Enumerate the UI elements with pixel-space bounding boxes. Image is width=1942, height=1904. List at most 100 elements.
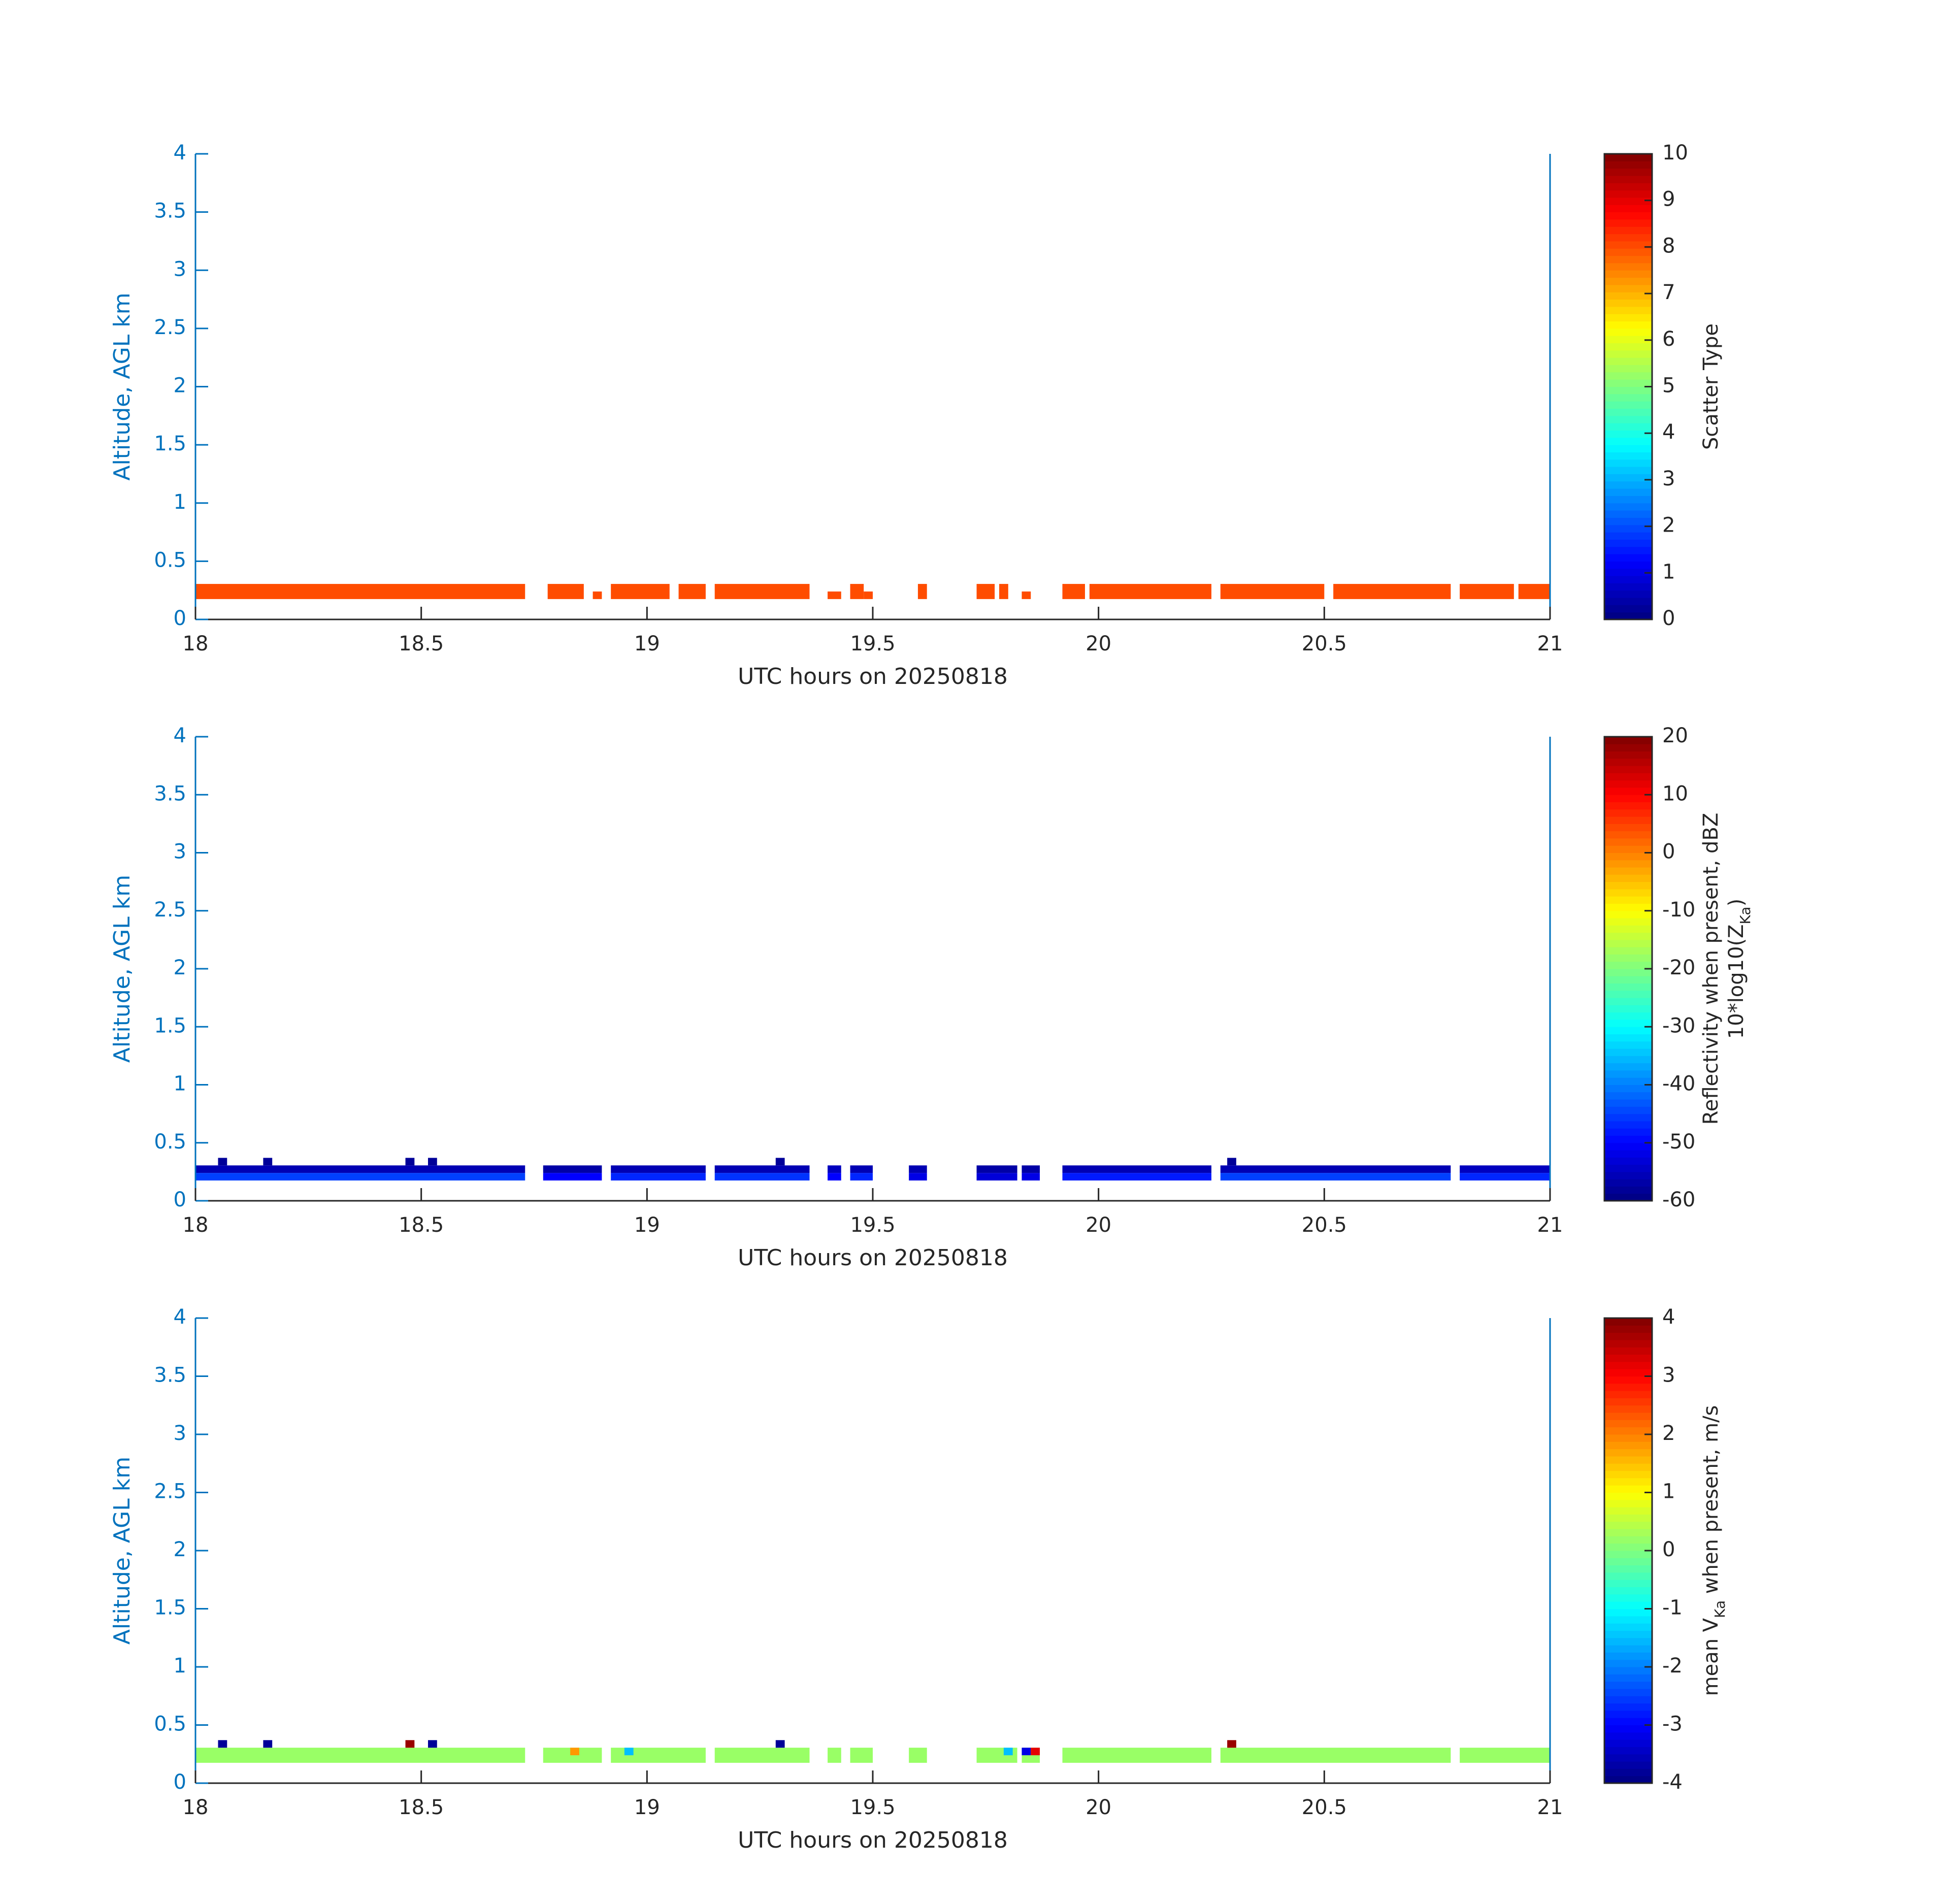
colorbar-swatch [1604,1383,1652,1391]
colorbar-swatch [1604,1354,1652,1362]
colorbar-swatch [1604,154,1652,161]
colorbar-swatch [1604,430,1652,438]
heatmap-cell [1003,1748,1013,1756]
colorbar-swatch [1604,795,1652,803]
heatmap-cell [1460,1748,1550,1763]
heatmap-cell [1062,584,1085,599]
colorbar-swatch [1604,423,1652,431]
heatmap-cell [195,1748,525,1763]
colorbar-swatch [1604,284,1652,292]
colorbar-swatch [1604,1113,1652,1122]
colorbar-swatch [1604,1470,1652,1479]
colorbar-swatch [1604,168,1652,176]
heatmap-cell [850,1173,873,1181]
colorbar-tick-label: 0 [1662,607,1675,630]
y-axis-label: Altitude, AGL km [109,1457,135,1645]
x-tick-label: 20.5 [1302,632,1347,655]
colorbar-swatch [1604,824,1652,832]
y-tick-label: 1.5 [154,1014,186,1037]
colorbar-swatch [1604,605,1652,613]
colorbar-swatch [1604,1754,1652,1762]
colorbar-swatch [1604,452,1652,460]
colorbar-tick-label: 5 [1662,374,1675,398]
colorbar-swatch [1604,1529,1652,1536]
colorbar-swatch [1604,1768,1652,1777]
colorbar-swatch [1604,1056,1652,1064]
colorbar-swatch [1604,1332,1652,1340]
colorbar-swatch [1604,488,1652,496]
heatmap-cell [1062,1748,1211,1763]
heatmap-cell [405,1158,415,1166]
colorbar-swatch [1604,205,1652,213]
colorbar-tick-label: 9 [1662,188,1675,211]
colorbar-swatch [1604,1171,1652,1179]
colorbar-swatch [1604,292,1652,300]
heatmap-cell [218,1740,227,1748]
x-tick-label: 18.5 [399,1213,444,1237]
colorbar-swatch [1604,1048,1652,1056]
colorbar-swatch [1604,1186,1652,1194]
heatmap-cell [976,1165,1017,1173]
colorbar-swatch [1604,969,1652,976]
colorbar-swatch [1604,947,1652,955]
colorbar-swatch [1604,852,1652,861]
heatmap-cell [976,1173,1017,1181]
colorbar-swatch [1604,554,1652,562]
colorbar-swatch [1604,583,1652,591]
colorbar-swatch [1604,1587,1652,1595]
colorbar-swatch [1604,1478,1652,1486]
heatmap-cell [593,591,602,599]
heatmap-cell [909,1165,927,1173]
colorbar-swatch [1604,1339,1652,1348]
colorbar-tick-label: 4 [1662,420,1675,444]
colorbar-swatch [1604,219,1652,227]
y-tick-label: 2 [174,1538,186,1561]
x-tick-label: 18 [183,1796,209,1819]
colorbar-swatch [1604,306,1652,314]
colorbar-swatch [1604,1005,1652,1013]
colorbar-swatch [1604,343,1652,351]
colorbar-swatch [1604,1725,1652,1733]
colorbar-tick-label: 20 [1662,724,1688,747]
colorbar-swatch [1604,1376,1652,1384]
x-axis-label: UTC hours on 20250818 [738,1245,1008,1271]
colorbar-tick-label: 6 [1662,327,1675,351]
colorbar-swatch [1604,889,1652,897]
heatmap-cell [1220,1173,1451,1181]
colorbar-label: mean VKa when present, m/s [1699,1405,1728,1696]
y-tick-label: 3 [174,840,186,864]
heatmap-cell [543,1165,602,1173]
colorbar-tick-label: 10 [1662,141,1688,165]
colorbar-swatch [1604,896,1652,904]
colorbar-tick-label: 2 [1662,1422,1675,1445]
y-tick-label: 0 [174,1770,186,1794]
colorbar-label-part: Ka [1737,906,1754,924]
colorbar-swatch [1604,1688,1652,1696]
colorbar-swatch [1604,190,1652,198]
colorbar-swatch [1604,459,1652,467]
heatmap-cell [547,584,584,599]
colorbar-swatch [1604,1659,1652,1667]
colorbar-swatch [1604,314,1652,322]
colorbar-swatch [1604,1645,1652,1653]
heatmap-cell [1220,584,1325,599]
colorbar-swatch [1604,954,1652,962]
colorbar-swatch [1604,838,1652,846]
colorbar-swatch [1604,234,1652,242]
heatmap-cell [828,591,841,599]
heatmap-cell [864,591,873,599]
colorbar-swatch [1604,1099,1652,1107]
colorbar-swatch [1604,1150,1652,1158]
colorbar-swatch [1604,961,1652,969]
colorbar-swatch [1604,1164,1652,1172]
colorbar-swatch [1604,467,1652,474]
colorbar-swatch [1604,437,1652,445]
y-tick-label: 2 [174,374,186,398]
colorbar-label: Reflectivity when present, dBZ [1699,813,1723,1125]
colorbar-tick-label: -2 [1662,1654,1683,1678]
y-tick-label: 4 [174,1305,186,1329]
colorbar-swatch [1604,845,1652,853]
colorbar-label-part: 10*log10(Z [1725,924,1748,1039]
colorbar-swatch [1604,867,1652,875]
colorbar-swatch [1604,1413,1652,1420]
